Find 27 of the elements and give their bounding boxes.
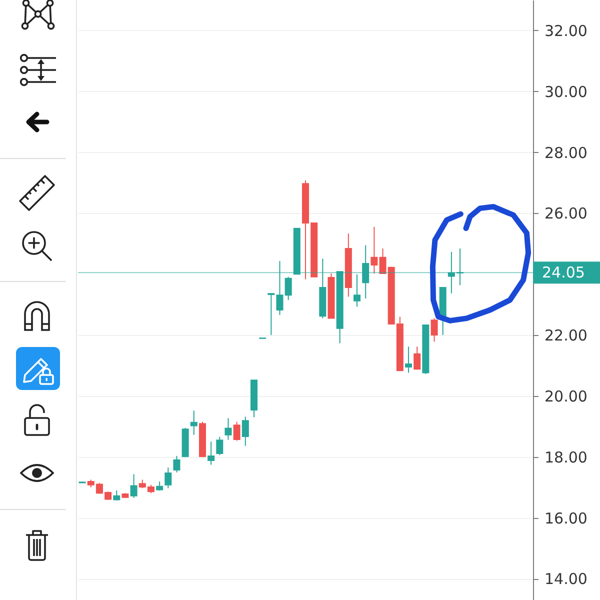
candlestick [173, 455, 180, 473]
candlestick [414, 346, 421, 370]
candlestick [405, 346, 412, 374]
candlestick [233, 421, 240, 442]
y-tick-label: 26.00 [544, 204, 588, 223]
y-tick-label: 18.00 [544, 448, 588, 466]
y-tick-label: 20.00 [544, 387, 588, 406]
candlestick [354, 274, 361, 308]
y-tick-label: 22.00 [544, 326, 588, 345]
candlestick [224, 418, 232, 440]
candlestick [190, 410, 198, 436]
candlestick [370, 226, 378, 274]
candlestick [430, 318, 438, 342]
candlestick [130, 474, 138, 498]
y-tick-label: 28.00 [544, 144, 588, 162]
y-tick-label: 32.00 [544, 22, 588, 40]
candlestick [113, 490, 120, 501]
ref-line-label: 24.05 [542, 264, 585, 282]
candlestick [156, 481, 164, 492]
y-tick-label: 16.00 [544, 509, 588, 528]
candlestick [242, 416, 249, 446]
candlestick [208, 441, 215, 466]
candlestick [216, 436, 224, 456]
candlestick [164, 467, 172, 489]
y-tick-label: 30.00 [544, 82, 588, 101]
candlestick [362, 244, 370, 299]
y-tick-label: 14.00 [544, 570, 588, 588]
